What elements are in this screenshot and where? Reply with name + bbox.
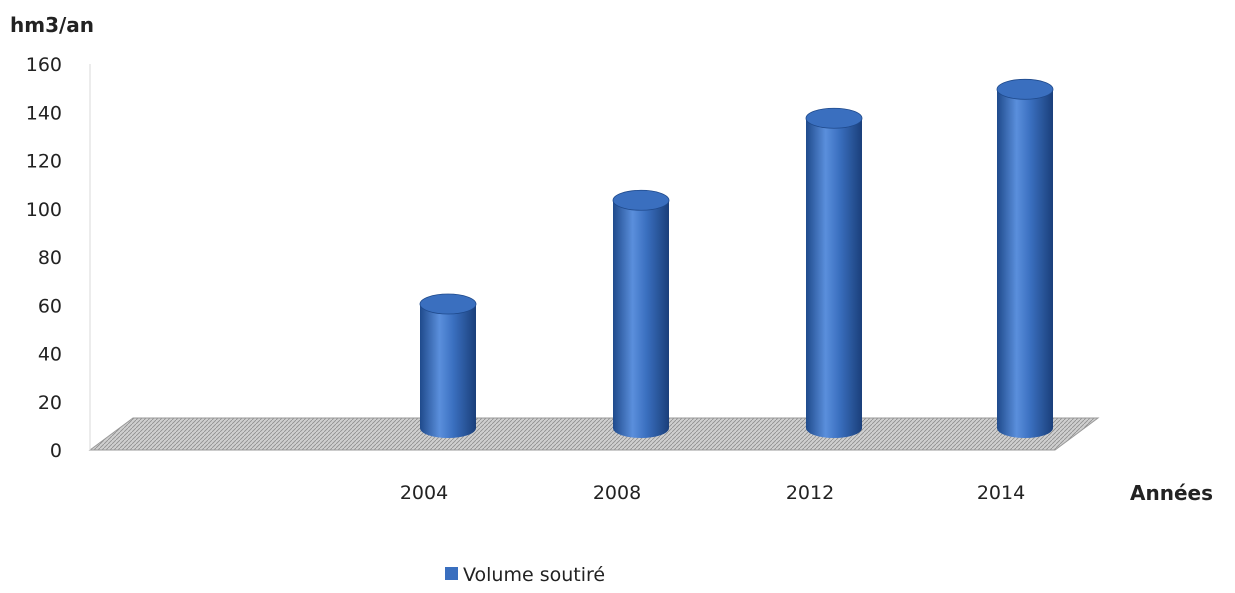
bar-body (997, 89, 1053, 439)
bar (419, 293, 477, 438)
legend: Volume soutiré (445, 564, 605, 586)
bar (996, 78, 1054, 439)
bar (612, 189, 670, 438)
bar-top (419, 293, 477, 315)
bar-body (420, 304, 476, 438)
x-tick-label: 2014 (977, 482, 1025, 504)
y-tick-label: 0 (50, 440, 62, 462)
y-ticks: 0 20 40 60 80 100 120 140 160 (26, 54, 62, 462)
x-tick-label: 2004 (400, 482, 448, 504)
y-tick-label: 140 (26, 102, 62, 124)
y-tick-label: 60 (38, 295, 62, 317)
bar-top (805, 107, 863, 129)
bar-body (613, 200, 669, 438)
bar (805, 107, 863, 438)
x-tick-label: 2012 (786, 482, 834, 504)
y-axis-label: hm3/an (10, 13, 94, 37)
y-tick-label: 80 (38, 247, 62, 269)
legend-label: Volume soutiré (463, 564, 605, 586)
y-tick-label: 100 (26, 199, 62, 221)
y-tick-label: 120 (26, 151, 62, 173)
x-ticks: 2004 2008 2012 2014 (400, 482, 1025, 504)
chart-floor (88, 417, 1100, 451)
bar-body (806, 118, 862, 438)
bar-top (612, 189, 670, 211)
bar-top (996, 78, 1054, 100)
legend-swatch (445, 567, 458, 580)
bars (419, 78, 1054, 439)
y-tick-label: 40 (38, 344, 62, 366)
y-tick-label: 160 (26, 54, 62, 76)
x-tick-label: 2008 (593, 482, 641, 504)
x-axis-label: Années (1130, 481, 1213, 505)
y-tick-label: 20 (38, 392, 62, 414)
